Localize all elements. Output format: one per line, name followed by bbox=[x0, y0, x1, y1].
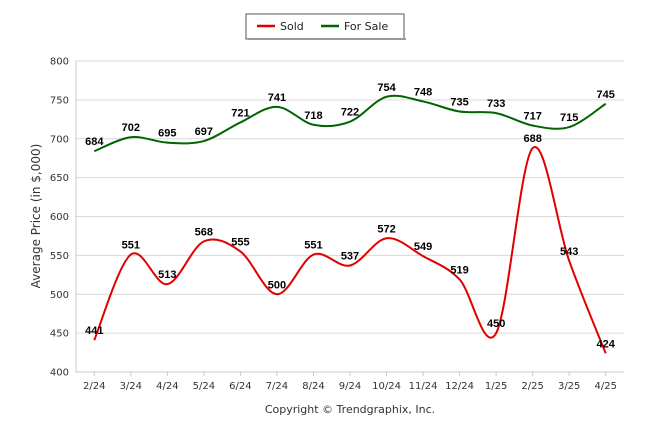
y-tick-label: 700 bbox=[50, 134, 69, 145]
data-label: 568 bbox=[195, 226, 213, 238]
legend-label: For Sale bbox=[344, 20, 388, 33]
data-label: 722 bbox=[341, 107, 359, 119]
x-tick-label: 4/24 bbox=[156, 381, 178, 392]
x-tick-label: 1/25 bbox=[485, 381, 507, 392]
data-label: 715 bbox=[560, 112, 578, 124]
y-axis-title: Average Price (in $,000) bbox=[29, 144, 43, 289]
data-label: 537 bbox=[341, 250, 359, 262]
x-tick-label: 4/25 bbox=[594, 381, 616, 392]
y-tick-label: 550 bbox=[50, 251, 69, 262]
data-label: 551 bbox=[122, 240, 140, 252]
data-label: 543 bbox=[560, 246, 578, 258]
data-label: 572 bbox=[377, 223, 395, 235]
data-label: 721 bbox=[231, 107, 249, 119]
x-tick-label: 2/24 bbox=[83, 381, 105, 392]
legend-label: Sold bbox=[280, 20, 304, 33]
series-line-sold bbox=[93, 146, 607, 354]
data-label: 741 bbox=[268, 92, 286, 104]
x-tick-label: 2/25 bbox=[521, 381, 543, 392]
data-label: 733 bbox=[487, 98, 505, 110]
data-label: 684 bbox=[85, 136, 104, 148]
data-label: 555 bbox=[231, 236, 249, 248]
data-label: 745 bbox=[597, 89, 615, 101]
data-label: 424 bbox=[597, 338, 616, 350]
x-tick-label: 12/24 bbox=[445, 381, 474, 392]
y-tick-label: 450 bbox=[50, 329, 69, 340]
data-label: 441 bbox=[85, 325, 103, 337]
data-label: 754 bbox=[377, 82, 396, 94]
y-tick-label: 500 bbox=[50, 290, 69, 301]
series-lines bbox=[93, 94, 607, 354]
legend: Sold For Sale bbox=[245, 13, 406, 40]
y-tick-label: 400 bbox=[50, 368, 69, 379]
y-tick-label: 650 bbox=[50, 173, 69, 184]
legend-shadow bbox=[248, 38, 406, 40]
x-tick-label: 3/25 bbox=[558, 381, 580, 392]
data-label: 717 bbox=[523, 111, 541, 123]
data-label: 695 bbox=[158, 128, 176, 140]
data-label: 697 bbox=[195, 126, 213, 138]
data-label: 718 bbox=[304, 110, 322, 122]
x-tick-label: 9/24 bbox=[339, 381, 361, 392]
x-tick-label: 3/24 bbox=[120, 381, 142, 392]
data-label: 519 bbox=[450, 264, 468, 276]
data-label: 735 bbox=[450, 97, 468, 109]
x-tick-label: 7/24 bbox=[266, 381, 288, 392]
data-label: 702 bbox=[122, 122, 140, 134]
data-label: 450 bbox=[487, 318, 505, 330]
series-line-for-sale bbox=[93, 94, 607, 153]
data-labels: 441 551 513 568 555 500 551 537 572 549 519 450 688 5… bbox=[85, 82, 616, 351]
x-tick-label: 10/24 bbox=[372, 381, 401, 392]
data-label: 513 bbox=[158, 269, 176, 281]
x-tick-label: 8/24 bbox=[302, 381, 324, 392]
y-tick-label: 750 bbox=[50, 95, 69, 106]
x-tick-labels: 2/24 3/24 4/24 5/24 6/24 7/24 8/24 9/24 10/24 11/… bbox=[83, 372, 617, 392]
data-label: 748 bbox=[414, 86, 432, 98]
data-label: 688 bbox=[523, 133, 541, 145]
y-tick-label: 800 bbox=[50, 57, 69, 68]
copyright-credit: Copyright © Trendgraphix, Inc. bbox=[265, 403, 435, 416]
y-tick-label: 600 bbox=[50, 212, 69, 223]
x-tick-label: 11/24 bbox=[409, 381, 438, 392]
data-label: 500 bbox=[268, 279, 286, 291]
data-label: 549 bbox=[414, 241, 432, 253]
x-tick-label: 6/24 bbox=[229, 381, 251, 392]
y-tick-labels: 400 450 500 550 600 650 700 750 800 bbox=[50, 57, 69, 379]
x-tick-label: 5/24 bbox=[193, 381, 215, 392]
data-label: 551 bbox=[304, 240, 322, 252]
